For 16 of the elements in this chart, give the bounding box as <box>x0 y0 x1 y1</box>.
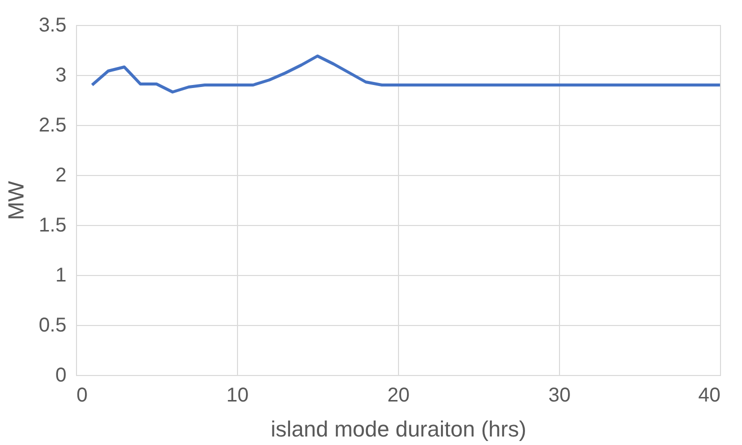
x-axis-title: island mode duraiton (hrs) <box>270 416 526 442</box>
y-tick-label: 3.5 <box>38 14 66 36</box>
y-tick-label: 0 <box>55 364 66 386</box>
line-series <box>90 54 722 94</box>
y-tick-label: 1 <box>55 264 66 286</box>
x-tick-label: 30 <box>548 384 571 406</box>
y-axis-title: MW <box>4 180 29 220</box>
y-tick-label: 1.5 <box>38 214 66 236</box>
x-tick-label: 40 <box>698 384 720 406</box>
y-tick-label: 3 <box>55 64 66 86</box>
x-tick-label: 0 <box>76 384 88 406</box>
y-tick-label: 0.5 <box>38 314 66 336</box>
y-tick-label: 2 <box>55 164 66 186</box>
y-tick-label: 2.5 <box>38 114 66 136</box>
x-tick-label: 10 <box>226 384 249 406</box>
x-tick-label: 20 <box>387 384 410 406</box>
